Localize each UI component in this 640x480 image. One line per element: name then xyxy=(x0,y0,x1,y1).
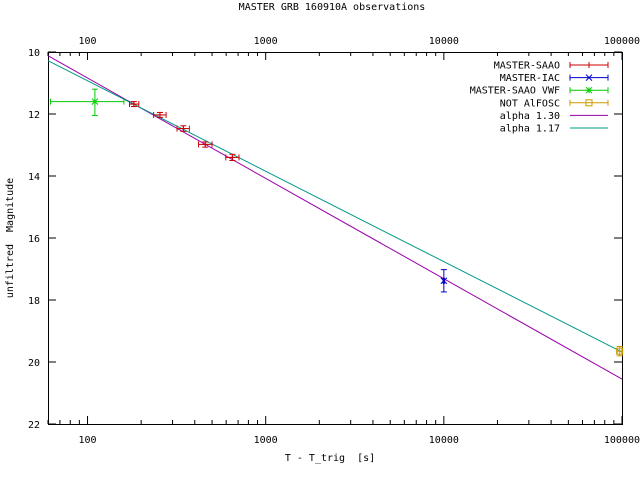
y-tick-label: 20 xyxy=(28,358,40,369)
fit-lines xyxy=(47,55,623,380)
data-point-0-3 xyxy=(198,141,213,148)
legend-label: MASTER-SAAO xyxy=(494,61,560,72)
point-marker-d2 xyxy=(440,277,448,285)
x-tick-label: 100 xyxy=(78,435,96,446)
legend-label: alpha 1.17 xyxy=(500,124,560,135)
y-tick-label: 22 xyxy=(28,420,40,431)
y-axis-ticks: 10 12 14 16 18 20 22 xyxy=(28,48,622,431)
legend-entry-0: MASTER-SAAO xyxy=(494,61,609,72)
legend-label: MASTER-IAC xyxy=(500,73,560,84)
legend-marker-d2 xyxy=(585,74,593,81)
y-tick-label: 18 xyxy=(28,296,40,307)
y-tick-label: 14 xyxy=(28,172,40,183)
y-tick-label: 16 xyxy=(28,234,40,245)
point-marker-d2 xyxy=(91,98,99,105)
x-axis-ticks: 100 100 1000 1000 10000 10000 100000 100000 xyxy=(47,36,640,446)
data-points xyxy=(50,88,624,357)
y-tick-label: 12 xyxy=(28,110,40,121)
legend-label: MASTER-SAAO VWF xyxy=(470,86,560,97)
y-tick-label: 10 xyxy=(28,48,40,59)
legend-entry-3: NOT AlFOSC xyxy=(500,98,609,109)
x-tick-label-top: 1000 xyxy=(254,36,278,47)
chart-title: MASTER GRB 160910A observations xyxy=(239,2,426,13)
x-tick-label-top: 100000 xyxy=(604,36,640,47)
x-tick-label-top: 10000 xyxy=(429,36,459,47)
data-point-1-0 xyxy=(440,269,448,293)
data-point-3-0 xyxy=(616,346,624,357)
legend-entry-2: MASTER-SAAO VWF xyxy=(470,86,609,97)
x-tick-label-top: 100 xyxy=(78,36,96,47)
y-axis-label: unfiltred Magnitude xyxy=(5,178,16,298)
legend-entry-1: MASTER-IAC xyxy=(500,73,609,84)
legend-entry-4: alpha 1.30 xyxy=(500,111,608,122)
legend-marker-box xyxy=(585,99,593,107)
point-marker-box xyxy=(616,347,624,355)
x-tick-label: 10000 xyxy=(429,435,459,446)
x-axis-label: T - T_trig [s] xyxy=(285,453,375,464)
data-point-0-2 xyxy=(176,125,190,132)
data-point-2-0 xyxy=(50,88,125,117)
data-point-0-1 xyxy=(153,111,167,118)
series-line-5 xyxy=(47,60,623,353)
data-point-0-4 xyxy=(225,153,240,161)
legend-entry-5: alpha 1.17 xyxy=(500,124,608,135)
legend-marker-d2 xyxy=(585,86,593,94)
legend-label: NOT AlFOSC xyxy=(500,98,560,109)
x-tick-label: 100000 xyxy=(604,435,640,446)
legend-label: alpha 1.30 xyxy=(500,111,560,122)
data-point-0-0 xyxy=(128,101,140,108)
x-tick-label: 1000 xyxy=(254,435,278,446)
